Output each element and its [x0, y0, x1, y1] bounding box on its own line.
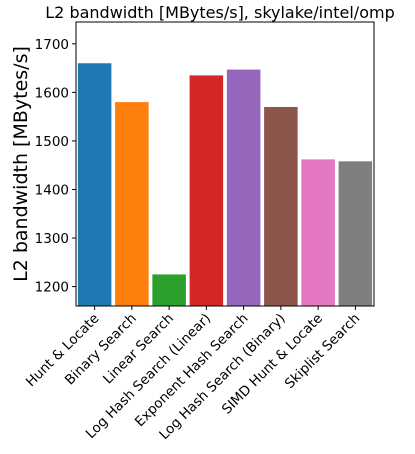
- y-axis-label: L2 bandwidth [MBytes/s]: [10, 46, 32, 282]
- y-tick-label: 1500: [35, 134, 69, 150]
- bar-3: [152, 274, 186, 306]
- bar-2: [115, 102, 149, 306]
- y-axis-ticks: 1200 1300 1400 1500 1600 1700: [35, 37, 76, 296]
- y-tick-label: 1600: [35, 85, 69, 101]
- bars-group: [77, 63, 373, 307]
- bar-5: [226, 69, 261, 306]
- bar-7: [301, 159, 335, 306]
- y-tick-label: 1300: [35, 231, 69, 247]
- bar-1: [77, 63, 112, 307]
- bar-6: [264, 106, 298, 307]
- plot-frame: [75, 21, 375, 307]
- bar-8: [338, 161, 373, 306]
- y-tick-label: 1400: [35, 182, 69, 198]
- bar-4: [189, 75, 224, 307]
- chart-title: L2 bandwidth [MBytes/s], skylake/intel/o…: [45, 3, 394, 22]
- y-tick-label: 1200: [35, 280, 69, 296]
- y-tick-label: 1700: [35, 37, 69, 53]
